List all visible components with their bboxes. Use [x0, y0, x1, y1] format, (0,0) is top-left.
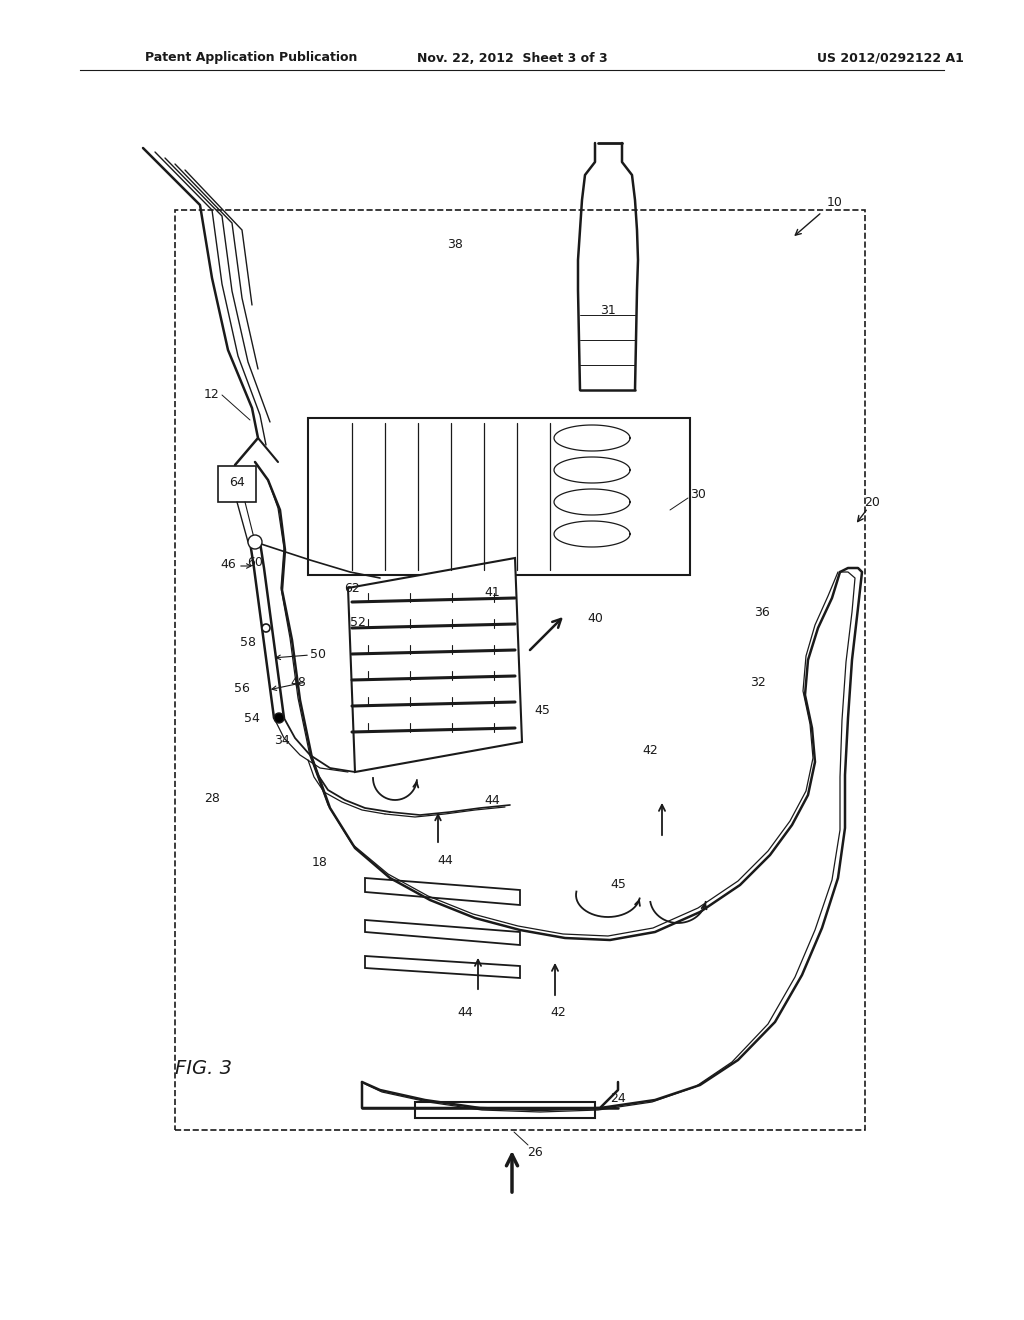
- Polygon shape: [308, 418, 690, 576]
- Polygon shape: [365, 956, 520, 978]
- Text: 12: 12: [204, 388, 220, 401]
- Text: 64: 64: [229, 475, 245, 488]
- Polygon shape: [365, 878, 520, 906]
- Text: 18: 18: [312, 855, 328, 869]
- Text: 52: 52: [350, 615, 366, 628]
- Text: 58: 58: [240, 635, 256, 648]
- Text: 24: 24: [610, 1092, 626, 1105]
- Text: 36: 36: [754, 606, 770, 619]
- Text: 45: 45: [535, 704, 550, 717]
- Text: 26: 26: [527, 1146, 543, 1159]
- Text: 56: 56: [234, 681, 250, 694]
- Text: 45: 45: [610, 879, 626, 891]
- Text: Nov. 22, 2012  Sheet 3 of 3: Nov. 22, 2012 Sheet 3 of 3: [417, 51, 607, 65]
- Polygon shape: [415, 1102, 595, 1118]
- Text: Patent Application Publication: Patent Application Publication: [145, 51, 357, 65]
- Text: 48: 48: [290, 676, 306, 689]
- FancyBboxPatch shape: [218, 466, 256, 502]
- Text: 20: 20: [864, 495, 880, 508]
- Text: 60: 60: [247, 556, 263, 569]
- Polygon shape: [348, 558, 522, 772]
- Text: 28: 28: [204, 792, 220, 804]
- Text: 46: 46: [220, 558, 236, 572]
- Text: 40: 40: [587, 611, 603, 624]
- Text: 44: 44: [484, 793, 500, 807]
- Text: 34: 34: [274, 734, 290, 747]
- Circle shape: [248, 535, 262, 549]
- Text: 62: 62: [344, 582, 359, 594]
- Text: 44: 44: [437, 854, 453, 866]
- Circle shape: [262, 624, 270, 632]
- Polygon shape: [365, 920, 520, 945]
- Circle shape: [274, 713, 284, 723]
- Text: 10: 10: [827, 195, 843, 209]
- Text: 42: 42: [550, 1006, 566, 1019]
- Circle shape: [250, 537, 260, 546]
- Text: FIG. 3: FIG. 3: [175, 1059, 232, 1077]
- Text: 42: 42: [642, 743, 657, 756]
- Text: 31: 31: [600, 304, 615, 317]
- Text: 30: 30: [690, 488, 706, 502]
- Text: 50: 50: [310, 648, 326, 661]
- Text: 41: 41: [484, 586, 500, 598]
- Text: 44: 44: [457, 1006, 473, 1019]
- Text: 54: 54: [244, 711, 260, 725]
- Text: 38: 38: [447, 239, 463, 252]
- Text: US 2012/0292122 A1: US 2012/0292122 A1: [816, 51, 964, 65]
- Text: 32: 32: [751, 676, 766, 689]
- Bar: [175, 210, 865, 1130]
